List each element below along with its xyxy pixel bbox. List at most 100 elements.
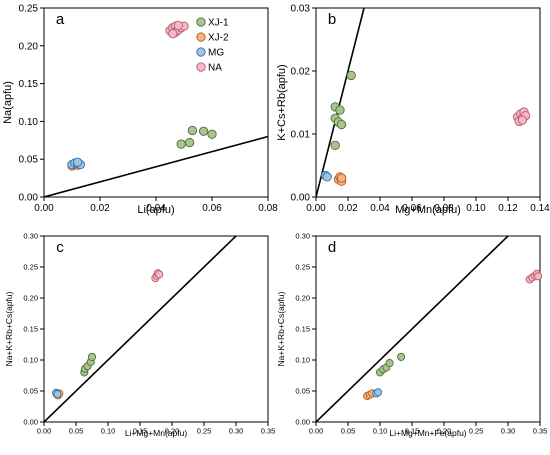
panel-a-x-tick-label: 0.04 [146, 203, 166, 214]
panel-c-x-axis-title: Li+Mg+Mn(apfu) [125, 428, 188, 438]
panel-d-y-tick-label: 0.10 [295, 356, 310, 365]
panel-c-x-tick-label: 0.10 [101, 427, 116, 436]
panel-a-point-mg [72, 157, 83, 167]
panel-b-reference-line [316, 8, 365, 197]
panel-d-point-xj-1 [397, 352, 406, 361]
panel-d-y-tick-label: 0.05 [295, 387, 310, 396]
legend-label-xj-1: XJ-1 [208, 18, 229, 29]
panel-d-x-tick-label: 0.30 [501, 427, 516, 436]
panel-b-y-tick-label: 0.00 [291, 193, 311, 204]
legend-marker-na [196, 62, 206, 72]
panel-c-point-mg [53, 390, 62, 399]
panel-d-x-axis-title: Li+Mg+Mn+Fe(apfu) [389, 428, 466, 438]
panel-b-x-tick-label: 0.10 [466, 203, 486, 214]
panel-d-y-tick-label: 0.25 [295, 263, 310, 272]
panel-c-y-axis-title: Na+K+Rb+Cs(apfu) [4, 291, 14, 366]
panel-b-y-tick-label: 0.03 [291, 4, 311, 15]
panel-d-point-mg [374, 388, 383, 397]
panel-a-point-xj-1 [198, 126, 209, 136]
panel-a-point-xj-1 [187, 125, 198, 136]
panel-b-x-tick-label: 0.14 [530, 203, 550, 214]
panel-b-x-tick-label: 0.02 [338, 203, 358, 214]
panel-d-x-tick-label: 0.10 [373, 427, 388, 436]
panel-d-x-tick-label: 0.05 [341, 427, 356, 436]
panel-b-point-mg [322, 172, 332, 182]
panel-a-y-tick-label: 0.05 [19, 155, 39, 166]
panel-b-y-tick-label: 0.01 [291, 130, 311, 141]
panel-d-reference-line [316, 236, 509, 422]
panel-a-y-axis-title: Na(apfu) [2, 81, 14, 124]
panel-b-point-xj-1 [330, 140, 340, 150]
panel-c-y-tick-label: 0.30 [23, 232, 38, 241]
panel-b-x-tick-label: 0.12 [498, 203, 518, 214]
panel-c-x-tick-label: 0.05 [69, 427, 84, 436]
panel-d-y-tick-label: 0.00 [295, 418, 310, 427]
panel-a-point-na [168, 29, 178, 39]
panel-b-point-xj-1 [335, 105, 345, 115]
panel-d-point-xj-1 [385, 359, 394, 368]
panel-b-x-tick-label: 0.08 [434, 203, 454, 214]
panel-b-x-tick-label: 0.04 [370, 203, 390, 214]
panel-c-y-tick-label: 0.00 [23, 418, 38, 427]
panel-d-y-tick-label: 0.15 [295, 325, 310, 334]
panel-d-x-tick-label: 0.20 [437, 427, 452, 436]
panel-a-y-tick-label: 0.25 [19, 4, 39, 15]
panel-b-point-xj-1 [346, 70, 356, 81]
panel-d-point-na [534, 272, 543, 281]
panel-a-x-axis-title: Li(apfu) [137, 204, 174, 216]
panel-c-y-tick-label: 0.05 [23, 387, 38, 396]
panel-c-point-xj-1 [87, 352, 97, 361]
panel-a-y-tick-label: 0.20 [19, 41, 39, 52]
panel-c-reference-line [44, 236, 237, 422]
panel-b-y-tick-label: 0.02 [291, 67, 311, 78]
panel-c-y-tick-label: 0.20 [23, 294, 38, 303]
panel-b-x-axis-title: Mg+Mn(apfu) [395, 204, 461, 216]
panel-a-x-tick-label: 0.02 [90, 203, 110, 214]
legend-marker-xj-2 [196, 32, 206, 42]
legend-marker-xj-1 [196, 17, 206, 27]
panel-b-point-na [517, 115, 528, 125]
panel-d-x-tick-label: 0.15 [405, 427, 420, 436]
panel-b-label: b [328, 11, 336, 28]
panel-a-x-tick-label: 0.06 [202, 203, 222, 214]
panel-a-x-tick-label: 0.00 [34, 203, 54, 214]
panel-b-x-tick-label: 0.00 [306, 203, 326, 214]
panel-c-x-tick-label: 0.25 [197, 427, 212, 436]
panel-b-x-tick-label: 0.06 [402, 203, 422, 214]
panel-c-y-tick-label: 0.10 [23, 356, 38, 365]
panel-c-frame [43, 235, 269, 423]
panel-d-x-tick-label: 0.00 [309, 427, 324, 436]
panel-d-y-tick-label: 0.20 [295, 294, 310, 303]
panel-a-point-xj-1 [207, 129, 217, 139]
panel-c-y-tick-label: 0.25 [23, 263, 38, 272]
panel-a-y-tick-label: 0.10 [19, 117, 39, 128]
panel-a-label: a [56, 11, 65, 28]
panel-d-frame [315, 235, 541, 423]
legend-label-na: NA [208, 63, 222, 74]
panel-c-y-tick-label: 0.15 [23, 325, 38, 334]
panel-d-x-tick-label: 0.35 [533, 427, 548, 436]
legend-label-xj-2: XJ-2 [208, 33, 229, 44]
panel-c-label: c [56, 239, 64, 256]
panel-c-point-na [155, 270, 164, 279]
legend-label-mg: MG [208, 48, 224, 59]
panel-d-y-axis-title: Na+K+Rb+Cs(apfu) [276, 291, 286, 366]
panel-b-frame [315, 7, 541, 198]
panel-a-x-tick-label: 0.08 [258, 203, 278, 214]
panel-b-y-axis-title: K+Cs+Rb(apfu) [276, 64, 288, 140]
panel-c-x-tick-label: 0.20 [165, 427, 180, 436]
panel-b-point-xj-2 [336, 173, 347, 183]
panel-a-point-xj-1 [184, 137, 195, 148]
panel-d-label: d [328, 239, 336, 256]
panel-a-y-tick-label: 0.00 [19, 193, 39, 204]
panel-c-x-tick-label: 0.15 [133, 427, 148, 436]
panel-d-y-tick-label: 0.30 [295, 232, 310, 241]
panel-c-x-tick-label: 0.30 [229, 427, 244, 436]
panel-d-x-tick-label: 0.25 [469, 427, 484, 436]
panel-b-point-xj-1 [336, 119, 347, 130]
panel-a-point-na [173, 20, 184, 31]
panel-a-point-xj-1 [176, 139, 186, 149]
panel-c-x-tick-label: 0.00 [37, 427, 52, 436]
panel-a-y-tick-label: 0.15 [19, 79, 39, 90]
